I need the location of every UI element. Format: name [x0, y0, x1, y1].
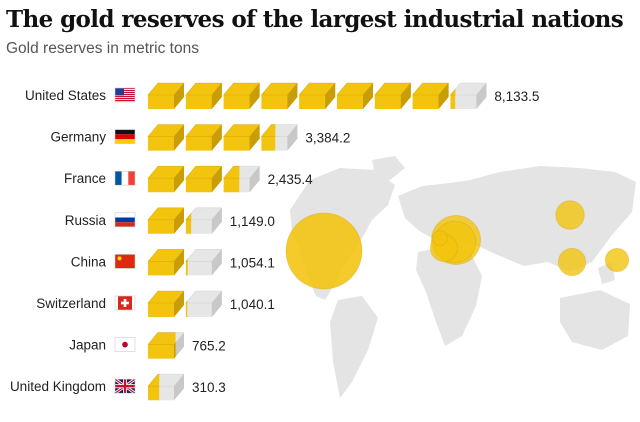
row-china: China 1,054.1: [71, 249, 275, 276]
gold-bar: [411, 82, 450, 109]
gold-bar: [147, 207, 185, 234]
gold-bar: [185, 82, 223, 109]
value-label: 2,435.4: [268, 172, 314, 187]
gold-bar: [185, 124, 223, 151]
country-label: Switzerland: [36, 296, 106, 311]
gold-bar-remainder: [185, 290, 223, 317]
value-label: 8,133.5: [494, 89, 539, 104]
gold-bar-partial: [148, 332, 176, 359]
gold-bar: [185, 165, 223, 193]
country-label: Germany: [50, 130, 106, 145]
row-russia: Russia 1,149.0: [65, 207, 275, 234]
map-bubble-japan: [604, 247, 630, 273]
gold-bar: [147, 82, 185, 109]
gold-bar-remainder: [185, 207, 223, 234]
country-label: France: [64, 171, 106, 186]
row-united-states: United States 8,133.5: [25, 82, 539, 109]
gold-bar: [222, 82, 261, 109]
value-label: 765.2: [192, 339, 226, 354]
gold-bar-partial: [148, 373, 160, 401]
chart-title: The gold reserves of the largest industr…: [6, 6, 624, 33]
country-label: Japan: [69, 338, 106, 353]
row-united-kingdom: United Kingdom 310.3: [10, 373, 226, 401]
map-bubble-united-states: [285, 212, 363, 290]
gold-bar: [147, 290, 185, 317]
uk-flag-icon: [114, 377, 136, 395]
gold-bar: [222, 124, 261, 151]
japan-flag-icon: [114, 337, 136, 352]
gold-bar: [374, 82, 412, 109]
row-germany: Germany 3,384.2: [50, 124, 350, 151]
gold-bar-partial: [450, 88, 456, 109]
map-bubble-russia: [555, 200, 585, 230]
france-flag-icon: [114, 170, 136, 186]
china-flag-icon: [114, 254, 136, 269]
row-france: France 2,435.4: [64, 165, 314, 193]
country-label: United Kingdom: [10, 379, 106, 394]
gold-bar-partial: [261, 124, 276, 151]
row-japan: Japan 765.2: [69, 332, 226, 359]
gold-bar: [147, 165, 185, 193]
gold-bar-remainder: [185, 249, 223, 276]
value-label: 310.3: [192, 380, 226, 395]
gold-bar: [336, 82, 374, 109]
map-reserve-bubbles: [285, 200, 630, 290]
gold-bar-partial: [185, 212, 192, 234]
gold-bar: [147, 124, 185, 151]
country-label: China: [71, 254, 107, 269]
germany-flag-icon: [114, 129, 136, 144]
gold-bar-partial: [185, 300, 188, 317]
russia-flag-icon: [114, 212, 136, 228]
gold-bar: [260, 82, 299, 109]
country-label: Russia: [65, 213, 107, 228]
us-flag-icon: [114, 87, 136, 103]
gold-bar-partial: [223, 165, 240, 193]
gold-bar-partial: [185, 258, 188, 276]
value-label: 1,040.1: [230, 297, 275, 312]
value-label: 3,384.2: [305, 131, 350, 146]
row-switzerland: Switzerland 1,040.1: [36, 290, 275, 317]
map-bubble-united-kingdom: [432, 230, 448, 246]
value-label: 1,054.1: [230, 255, 275, 270]
value-label: 1,149.0: [230, 214, 275, 229]
chart-subtitle: Gold reserves in metric tons: [6, 40, 199, 57]
gold-bar-remainder: [449, 82, 488, 109]
country-label: United States: [25, 88, 106, 103]
gold-bar: [147, 249, 185, 276]
country-rows: United States 8,133.5 Germany 3,384.2 France…: [10, 82, 539, 401]
map-bubble-china: [557, 247, 587, 277]
switzerland-flag-icon: [114, 295, 136, 311]
gold-bar: [298, 82, 336, 109]
